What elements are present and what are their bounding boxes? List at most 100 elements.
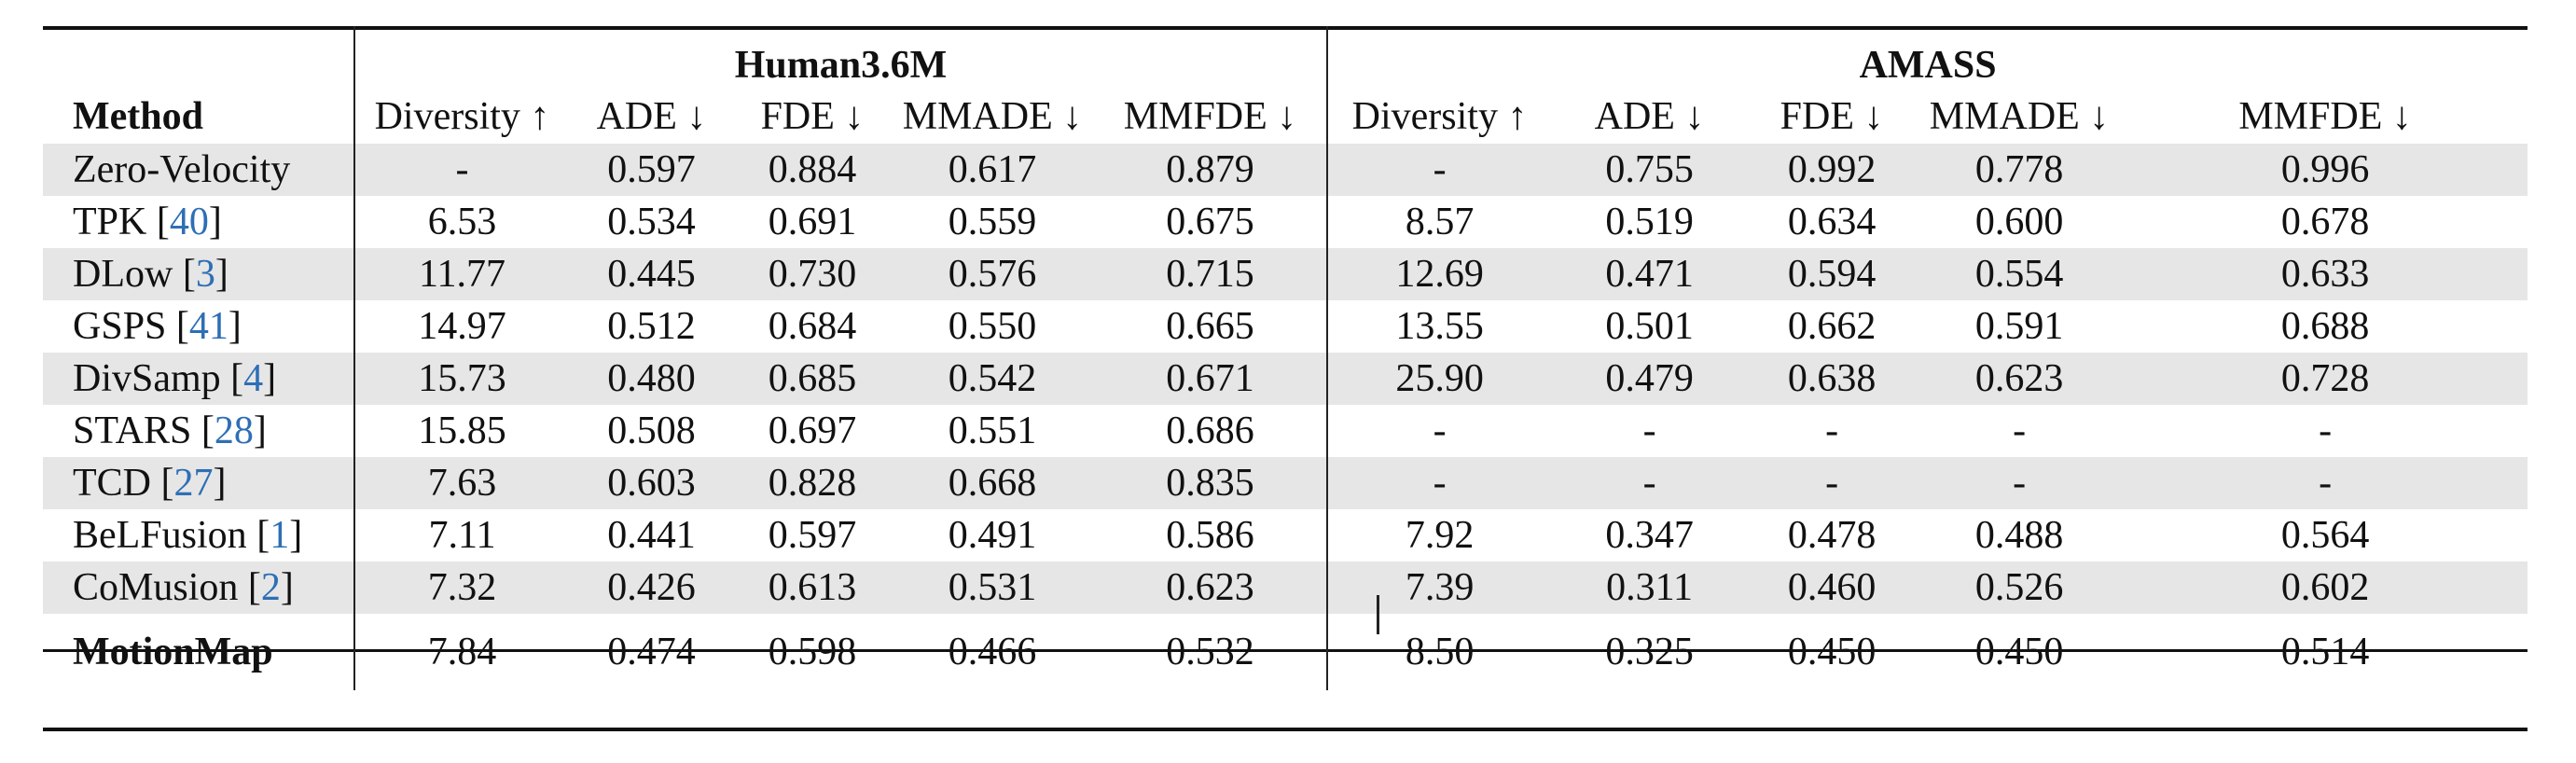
table-body: Zero-Velocity -0.597 0.884 0.617 0.879-0.755… — [43, 144, 2528, 614]
table-cell: 0.531 — [891, 562, 1094, 614]
table-cell: 0.633 — [2123, 248, 2528, 300]
table-cell: - — [1916, 457, 2124, 509]
table-cell: - — [2013, 409, 2027, 452]
column-header: MMFDE ↓ — [1094, 90, 1329, 144]
group-header-amass: AMASS — [1859, 44, 1997, 87]
method-cell: BeLFusion [1] — [43, 509, 355, 562]
table-row: TCD [27] 7.63 0.603 0.828 0.668 0.835- - - - - — [43, 457, 2528, 509]
table-cell: 0.597 — [768, 514, 857, 557]
table-cell: 0.519 — [1605, 201, 1694, 243]
table-cell: - — [1433, 409, 1447, 452]
table-cell: - — [2123, 457, 2528, 509]
table-cell: 0.678 — [2280, 201, 2370, 243]
method-name: CoMusion — [73, 566, 239, 609]
table-cell: 0.598 — [768, 631, 857, 673]
final-row-body: MotionMap 7.84 0.474 0.598 0.466 0.532 8… — [43, 614, 2528, 690]
table-cell: 0.441 — [607, 514, 696, 557]
method-cell: TPK [40] — [43, 196, 355, 248]
table-row: CoMusion [2] 7.32 0.426 0.613 0.531 0.623 7.39… — [43, 562, 2528, 614]
table-cell: 0.665 — [1094, 300, 1329, 353]
table-cell: 0.450 — [1787, 631, 1877, 673]
table-cell: 0.591 — [1974, 305, 2064, 348]
table-cell: - — [1642, 409, 1656, 452]
method-name: GSPS — [73, 305, 167, 348]
table-cell: 0.488 — [1974, 514, 2064, 557]
table-cell: 0.613 — [734, 562, 891, 614]
table-row: DLow [3] 11.77 0.445 0.730 0.576 0.715 12.69 0.… — [43, 248, 2528, 300]
table-cell: 0.617 — [891, 144, 1094, 196]
table-cell: 0.755 — [1551, 144, 1749, 196]
method-cell: Zero-Velocity — [43, 144, 355, 196]
table-cell: 0.638 — [1748, 353, 1917, 405]
table-cell: 0.623 — [1916, 353, 2124, 405]
table-cell: - — [1825, 409, 1839, 452]
table-cell: 7.11 — [428, 514, 496, 557]
table-cell: 0.325 — [1605, 631, 1694, 673]
table-cell: 0.347 — [1605, 514, 1694, 557]
table-cell: 15.73 — [354, 353, 569, 405]
table-cell: 0.550 — [948, 305, 1037, 348]
table-cell: 0.634 — [1787, 201, 1877, 243]
table-cell: 0.685 — [734, 353, 891, 405]
citation-link[interactable]: 40 — [169, 201, 209, 243]
table-row: BeLFusion [1] 7.11 0.441 0.597 0.491 0.586 7.9… — [43, 509, 2528, 562]
table-cell: 0.445 — [569, 248, 734, 300]
table-cell: 0.688 — [2280, 305, 2370, 348]
table-cell: 0.662 — [1787, 305, 1877, 348]
table-cell: 0.992 — [1748, 144, 1917, 196]
table-cell: 0.686 — [1094, 405, 1329, 457]
table-cell: 7.32 — [354, 562, 569, 614]
method-cell: GSPS [41] — [43, 300, 355, 353]
table-cell: 0.480 — [569, 353, 734, 405]
table-cell: 25.90 — [1327, 353, 1552, 405]
table-cell: 7.63 — [354, 457, 569, 509]
column-header-row: Method Diversity ↑ ADE ↓ FDE ↓ MMADE ↓ M… — [43, 90, 2528, 144]
group-header-human36m: Human3.6M — [354, 26, 1329, 90]
table-cell: 0.311 — [1551, 562, 1749, 614]
citation-link[interactable]: 1 — [270, 514, 290, 557]
citation-link[interactable]: 28 — [214, 409, 254, 452]
table-cell: 0.671 — [1094, 353, 1329, 405]
table-cell: 0.691 — [768, 201, 857, 243]
table-cell: 8.50 — [1405, 631, 1475, 673]
table-cell: 13.55 — [1395, 305, 1484, 348]
table-cell: 0.576 — [891, 248, 1094, 300]
citation-link[interactable]: 41 — [188, 305, 229, 348]
table-cell: 14.97 — [418, 305, 506, 348]
table-cell: 0.474 — [607, 631, 696, 673]
method-name: STARS — [73, 409, 192, 452]
citation-link[interactable]: 2 — [260, 566, 281, 609]
table-cell: 0.697 — [768, 409, 857, 452]
table-cell: 0.586 — [1094, 509, 1329, 562]
method-cell: CoMusion [2] — [43, 562, 355, 614]
table-cell: 0.594 — [1748, 248, 1917, 300]
table-cell: 0.508 — [607, 409, 696, 452]
table-cell: 0.564 — [2280, 514, 2370, 557]
table-cell: 0.730 — [734, 248, 891, 300]
table-cell: 0.542 — [891, 353, 1094, 405]
method-name: BeLFusion — [73, 514, 247, 557]
method-cell: DLow [3] — [43, 248, 355, 300]
citation-link[interactable]: 27 — [173, 462, 214, 505]
column-header: MMADE ↓ — [902, 95, 1083, 138]
citation-link[interactable]: 3 — [195, 253, 215, 296]
table-cell: 0.479 — [1551, 353, 1749, 405]
column-header: Diversity ↑ — [1351, 95, 1528, 138]
table-cell: 15.85 — [418, 409, 506, 452]
group-header-blank — [43, 26, 355, 90]
table-cell: 0.426 — [569, 562, 734, 614]
column-header: FDE ↓ — [1780, 95, 1884, 138]
text-cursor — [1377, 595, 1379, 634]
table-cell: 0.471 — [1551, 248, 1749, 300]
table-cell: 0.512 — [607, 305, 696, 348]
method-cell: STARS [28] — [43, 405, 355, 457]
table-cell: 0.602 — [2123, 562, 2528, 614]
table-cell: 7.39 — [1327, 562, 1552, 614]
table-cell: 0.597 — [569, 144, 734, 196]
table-cell: 0.551 — [948, 409, 1037, 452]
citation-link[interactable]: 4 — [243, 357, 264, 400]
table-cell: 0.675 — [1094, 196, 1329, 248]
table-cell: 8.57 — [1405, 201, 1475, 243]
table-cell: 0.501 — [1605, 305, 1694, 348]
bottom-rule — [43, 728, 2528, 731]
